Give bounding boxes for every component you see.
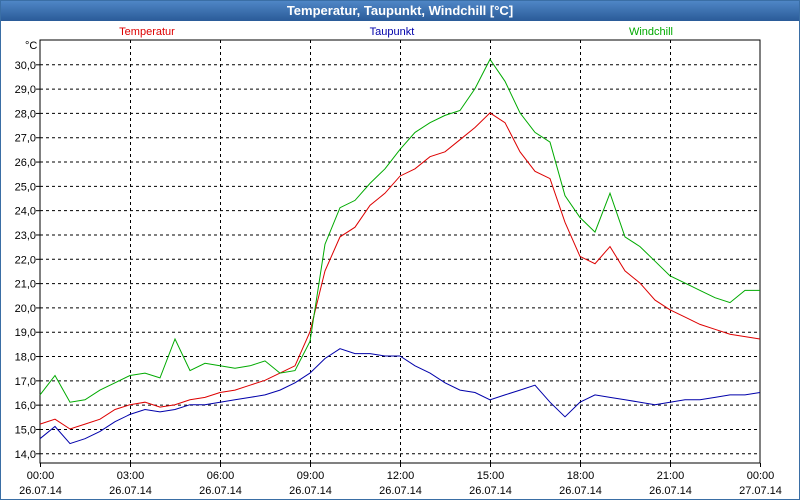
y-tick-label: 27,0 (15, 133, 36, 145)
x-tick-time: 00:00 (747, 470, 775, 482)
x-tick-date: 26.07.14 (109, 485, 152, 497)
y-tick-label: 29,0 (15, 84, 36, 96)
y-tick-label: 24,0 (15, 206, 36, 218)
y-tick-label: 18,0 (15, 352, 36, 364)
x-tick-time: 00:00 (27, 470, 55, 482)
y-tick-label: 26,0 (15, 157, 36, 169)
y-tick-label: 14,0 (15, 449, 36, 461)
x-tick-time: 15:00 (477, 470, 505, 482)
x-tick-date: 26.07.14 (379, 485, 422, 497)
y-tick-label: 16,0 (15, 400, 36, 412)
x-tick-date: 26.07.14 (199, 485, 242, 497)
x-tick-time: 09:00 (297, 470, 325, 482)
y-tick-label: 28,0 (15, 108, 36, 120)
y-tick-label: 17,0 (15, 376, 36, 388)
y-tick-label: 15,0 (15, 424, 36, 436)
y-tick-label: 19,0 (15, 327, 36, 339)
x-tick-date: 27.07.14 (739, 485, 782, 497)
y-tick-label: 30,0 (15, 60, 36, 72)
x-tick-date: 26.07.14 (469, 485, 512, 497)
y-tick-label: 20,0 (15, 303, 36, 315)
y-tick-label: 23,0 (15, 230, 36, 242)
y-tick-label: 21,0 (15, 279, 36, 291)
series-line-taupunkt (39, 348, 761, 445)
series-line-temperatur (39, 112, 761, 430)
x-tick-time: 18:00 (567, 470, 595, 482)
legend-windchill: Windchill (629, 26, 673, 38)
y-axis-label: °C (25, 40, 37, 52)
y-tick-label: 22,0 (15, 254, 36, 266)
x-tick-time: 06:00 (207, 470, 235, 482)
window-title: Temperatur, Taupunkt, Windchill [°C] (1, 1, 799, 21)
series-line-windchill (39, 58, 760, 403)
legend-taupunkt: Taupunkt (370, 26, 415, 38)
x-tick-date: 26.07.14 (649, 485, 692, 497)
y-tick-label: 25,0 (15, 181, 36, 193)
x-tick-date: 26.07.14 (559, 485, 602, 497)
x-tick-time: 21:00 (657, 470, 685, 482)
x-tick-date: 26.07.14 (289, 485, 332, 497)
x-tick-date: 26.07.14 (19, 485, 62, 497)
x-tick-time: 03:00 (117, 470, 145, 482)
x-tick-time: 12:00 (387, 470, 415, 482)
legend-temperatur: Temperatur (119, 26, 175, 38)
